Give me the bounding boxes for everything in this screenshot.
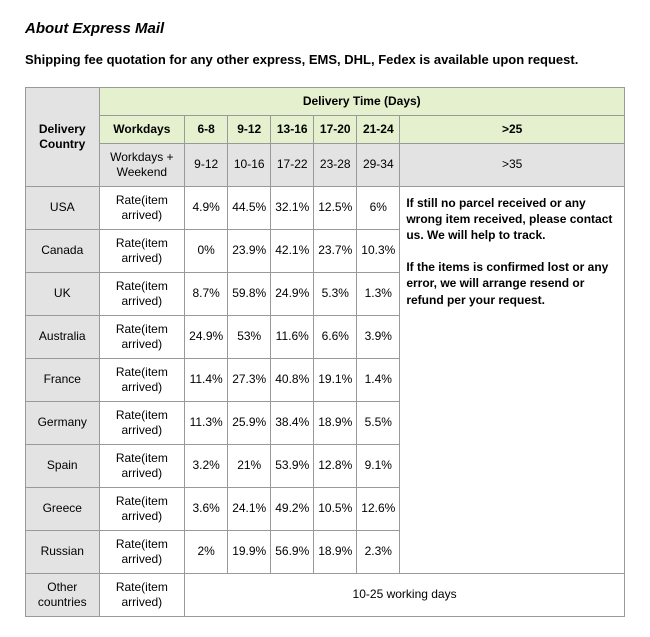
rate-label: Rate(item arrived) [99,186,185,229]
row1-c4: 21-24 [357,115,400,143]
rate-label: Rate(item arrived) [99,530,185,573]
cell: 25.9% [228,401,271,444]
row1-c0: 6-8 [185,115,228,143]
country-name: USA [26,186,100,229]
row1-c5: >25 [400,115,625,143]
row2-c1: 10-16 [228,143,271,186]
cell: 42.1% [271,229,314,272]
cell: 2.3% [357,530,400,573]
cell: 12.5% [314,186,357,229]
cell: 32.1% [271,186,314,229]
row2-c4: 29-34 [357,143,400,186]
cell: 9.1% [357,444,400,487]
cell: 27.3% [228,358,271,401]
row1-label: Workdays [99,115,185,143]
cell: 40.8% [271,358,314,401]
rate-label: Rate(item arrived) [99,487,185,530]
cell: 10.3% [357,229,400,272]
corner-header: Delivery Country [26,87,100,186]
cell: 2% [185,530,228,573]
cell: 12.6% [357,487,400,530]
cell: 59.8% [228,272,271,315]
cell: 53% [228,315,271,358]
other-countries-label: Other countries [26,573,100,616]
rate-label: Rate(item arrived) [99,444,185,487]
country-name: UK [26,272,100,315]
row1-c3: 17-20 [314,115,357,143]
country-name: Greece [26,487,100,530]
cell: 5.3% [314,272,357,315]
cell: 3.9% [357,315,400,358]
cell: 3.2% [185,444,228,487]
row2-c5: >35 [400,143,625,186]
cell: 3.6% [185,487,228,530]
cell: 23.9% [228,229,271,272]
cell: 5.5% [357,401,400,444]
cell: 24.1% [228,487,271,530]
cell: 0% [185,229,228,272]
cell: 56.9% [271,530,314,573]
cell: 4.9% [185,186,228,229]
cell: 11.6% [271,315,314,358]
row1-c2: 13-16 [271,115,314,143]
cell: 11.4% [185,358,228,401]
rate-label: Rate(item arrived) [99,229,185,272]
rate-label: Rate(item arrived) [99,573,185,616]
note-cell: If still no parcel received or any wrong… [400,186,625,573]
country-name: Russian [26,530,100,573]
top-header: Delivery Time (Days) [99,87,625,115]
row2-c3: 23-28 [314,143,357,186]
row2-label: Workdays + Weekend [99,143,185,186]
cell: 24.9% [271,272,314,315]
page-title: About Express Mail [25,20,625,37]
cell: 19.9% [228,530,271,573]
cell: 1.4% [357,358,400,401]
cell: 19.1% [314,358,357,401]
cell: 18.9% [314,530,357,573]
note-2: If the items is confirmed lost or any er… [406,259,618,308]
cell: 23.7% [314,229,357,272]
cell: 11.3% [185,401,228,444]
rate-label: Rate(item arrived) [99,401,185,444]
cell: 10.5% [314,487,357,530]
cell: 1.3% [357,272,400,315]
country-name: Germany [26,401,100,444]
shipping-table: Delivery Country Delivery Time (Days) Wo… [25,87,625,617]
cell: 6.6% [314,315,357,358]
cell: 18.9% [314,401,357,444]
row2-c0: 9-12 [185,143,228,186]
cell: 38.4% [271,401,314,444]
other-countries-value: 10-25 working days [185,573,625,616]
cell: 24.9% [185,315,228,358]
row2-c2: 17-22 [271,143,314,186]
rate-label: Rate(item arrived) [99,358,185,401]
cell: 44.5% [228,186,271,229]
cell: 53.9% [271,444,314,487]
cell: 49.2% [271,487,314,530]
rate-label: Rate(item arrived) [99,272,185,315]
cell: 8.7% [185,272,228,315]
country-name: Canada [26,229,100,272]
intro-text: Shipping fee quotation for any other exp… [25,51,625,69]
cell: 12.8% [314,444,357,487]
country-name: Australia [26,315,100,358]
rate-label: Rate(item arrived) [99,315,185,358]
cell: 6% [357,186,400,229]
country-name: Spain [26,444,100,487]
note-1: If still no parcel received or any wrong… [406,195,618,244]
cell: 21% [228,444,271,487]
row1-c1: 9-12 [228,115,271,143]
country-name: France [26,358,100,401]
